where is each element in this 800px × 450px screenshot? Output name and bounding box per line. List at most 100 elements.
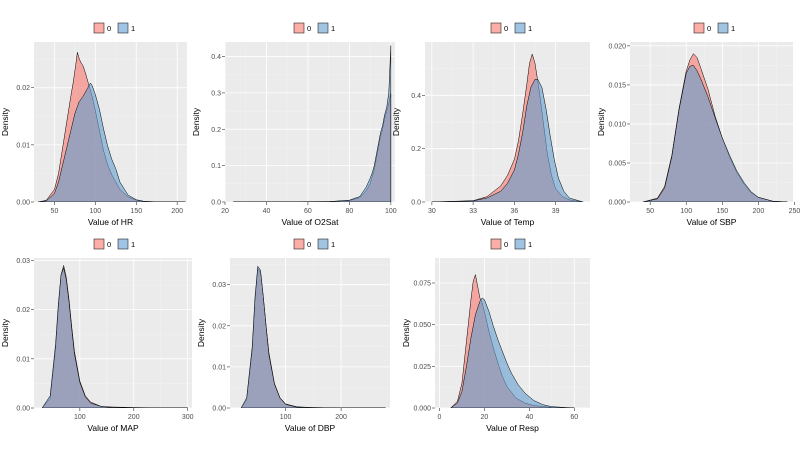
- density-area-group-1: [233, 45, 392, 202]
- x-tick-label: 36: [510, 208, 518, 215]
- legend-key-0: [490, 22, 502, 34]
- legend-label-0: 0: [107, 24, 111, 33]
- legend-key-0: [93, 238, 105, 250]
- y-tick-label: 0.00: [16, 200, 30, 207]
- x-tick-label: 200: [171, 208, 183, 215]
- legend-key-0: [293, 238, 305, 250]
- legend-key-0: [293, 22, 305, 34]
- y-axis-title: Density: [0, 107, 10, 136]
- x-axis-title: Value of MAP: [87, 423, 139, 433]
- x-tick-label: 60: [570, 414, 578, 421]
- density-area-group-1: [240, 265, 386, 408]
- x-tick-label: 300: [182, 414, 194, 421]
- y-tick-label: 0.01: [212, 364, 226, 371]
- density-area-group-1: [38, 82, 186, 202]
- y-tick-label: 0.050: [413, 322, 431, 329]
- legend-key-1: [514, 22, 526, 34]
- y-tick-label: 0.000: [413, 406, 431, 413]
- y-tick-label: 0.4: [411, 93, 421, 100]
- x-tick-label: 200: [335, 414, 347, 421]
- x-tick-label: 100: [280, 414, 292, 421]
- x-tick-label: 40: [263, 208, 271, 215]
- density-area-group-1: [41, 266, 188, 408]
- density-area-group-1: [431, 79, 584, 202]
- legend-label-1: 1: [731, 24, 735, 33]
- legend-label-0: 0: [707, 24, 711, 33]
- legend-label-1: 1: [528, 240, 532, 249]
- y-tick-label: 0.2: [411, 146, 421, 153]
- legend-key-1: [117, 238, 129, 250]
- y-tick-label: 0.2: [211, 127, 221, 134]
- legend-key-0: [490, 238, 502, 250]
- y-tick-label: 0.02: [16, 85, 30, 92]
- x-tick-label: 39: [552, 208, 560, 215]
- plot-background: [225, 42, 395, 202]
- panel-6: 100 200 0.00 0.01 0.02 0.03 Value of DBP Densit…: [196, 238, 390, 433]
- y-tick-label: 0.00: [212, 406, 226, 413]
- y-axis-title: Density: [391, 107, 401, 136]
- panel-5: 100 200 300 0.00 0.01 0.02 0.03 Value of MAP Den…: [0, 238, 194, 433]
- x-tick-label: 33: [469, 208, 477, 215]
- y-axis-title: Density: [596, 107, 606, 136]
- legend-label-0: 0: [307, 24, 311, 33]
- legend-label-1: 1: [528, 24, 532, 33]
- x-axis-title: Value of O2Sat: [281, 217, 339, 227]
- y-axis-title: Density: [196, 318, 206, 347]
- y-tick-label: 0.02: [16, 307, 30, 314]
- y-tick-label: 0.01: [16, 142, 30, 149]
- y-tick-label: 0.020: [608, 43, 626, 50]
- legend-label-1: 1: [331, 24, 335, 33]
- x-tick-label: 0: [438, 414, 442, 421]
- legend-label-1: 1: [331, 240, 335, 249]
- y-tick-label: 0.1: [211, 163, 221, 170]
- density-area-group-1: [450, 297, 575, 408]
- y-axis-title: Density: [0, 318, 10, 347]
- legend-key-1: [317, 22, 329, 34]
- x-axis-title: Value of Temp: [481, 217, 535, 227]
- panel-2: 20 40 60 80 100 0.0 0.1 0.2 0.3 0.4 Value of O2Sat…: [191, 22, 397, 227]
- legend-key-1: [717, 22, 729, 34]
- y-tick-label: 0.0: [211, 200, 221, 207]
- x-tick-label: 150: [716, 208, 728, 215]
- x-tick-label: 60: [304, 208, 312, 215]
- x-tick-label: 80: [345, 208, 353, 215]
- y-axis-title: Density: [401, 318, 411, 347]
- x-tick-label: 20: [221, 208, 229, 215]
- x-tick-label: 150: [130, 208, 142, 215]
- y-tick-label: 0.0: [411, 200, 421, 207]
- x-tick-label: 200: [753, 208, 765, 215]
- x-axis-title: Value of Resp: [486, 423, 539, 433]
- y-tick-label: 0.02: [212, 323, 226, 330]
- x-axis-title: Value of SBP: [687, 217, 737, 227]
- panel-7: 0 20 40 60 0.000 0.025 0.050 0.075 Value of Resp…: [401, 238, 590, 433]
- y-tick-label: 0.00: [16, 406, 30, 413]
- y-tick-label: 0.4: [211, 54, 221, 61]
- density-area-group-1: [642, 65, 788, 202]
- x-tick-label: 50: [646, 208, 654, 215]
- legend-key-1: [317, 238, 329, 250]
- x-tick-label: 100: [385, 208, 397, 215]
- y-tick-label: 0.03: [16, 258, 30, 265]
- x-tick-label: 250: [789, 208, 800, 215]
- y-axis-title: Density: [191, 107, 201, 136]
- y-tick-label: 0.075: [413, 281, 431, 288]
- y-tick-label: 0.000: [608, 200, 626, 207]
- legend-label-1: 1: [131, 24, 135, 33]
- x-tick-label: 100: [680, 208, 692, 215]
- y-tick-label: 0.015: [608, 82, 626, 89]
- y-tick-label: 0.3: [211, 90, 221, 97]
- x-tick-label: 20: [481, 414, 489, 421]
- legend-label-0: 0: [307, 240, 311, 249]
- legend-label-0: 0: [107, 240, 111, 249]
- y-tick-label: 0.005: [608, 160, 626, 167]
- x-tick-label: 200: [128, 414, 140, 421]
- legend-key-1: [117, 22, 129, 34]
- legend-label-0: 0: [504, 24, 508, 33]
- panel-1: 50 100 150 200 0.00 0.01 0.02 Value of HR Densit…: [0, 22, 187, 227]
